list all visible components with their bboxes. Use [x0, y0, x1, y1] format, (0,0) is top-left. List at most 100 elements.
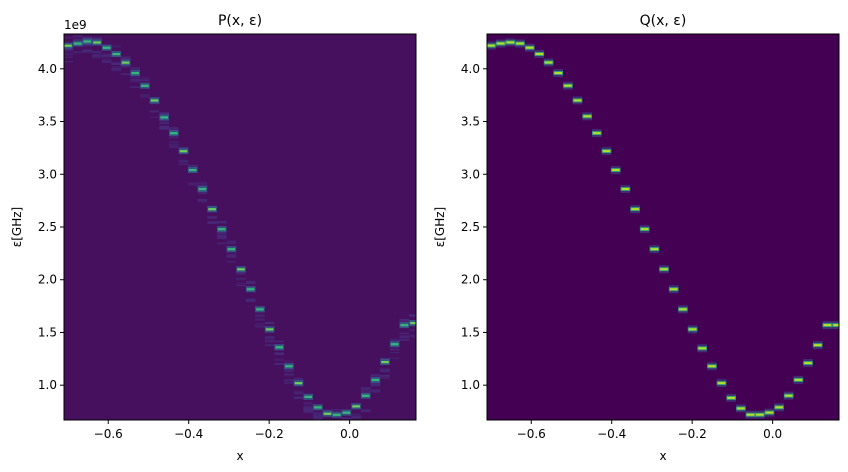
p-x-ticks: −0.6 −0.4 −0.2 0.0 [94, 420, 359, 441]
p-peak-cell [160, 116, 168, 119]
p-noise-cell [351, 415, 361, 419]
p-peak-cell [227, 248, 236, 251]
p-noise-cell [169, 143, 179, 147]
q-y-tick-label: 2.5 [461, 220, 480, 234]
p-noise-cell [82, 49, 93, 52]
p-noise-cell [399, 339, 410, 341]
q-peak-cell [833, 324, 839, 327]
p-noise-cell [111, 66, 122, 69]
p-noise-cell [274, 358, 284, 362]
p-noise-cell [72, 38, 83, 40]
p-noise-cell [159, 112, 169, 115]
p-noise-cell [323, 430, 333, 432]
p-noise-cell [399, 335, 410, 339]
p-noise-cell [178, 146, 189, 149]
p-noise-cell [140, 79, 150, 82]
p-noise-cell [140, 96, 150, 98]
p-peak-cell [323, 412, 332, 415]
q-x-tick-label: 0.0 [763, 427, 782, 441]
p-y-tick-label: 1.0 [38, 378, 57, 392]
p-noise-cell [207, 216, 217, 219]
q-peak-cell [746, 413, 755, 416]
panel-q: −0.6 −0.4 −0.2 0.0 1.0 1.5 2.0 2.5 3.0 3.5 4.0 Q(… [433, 13, 840, 463]
p-x-tick-label: −0.2 [255, 427, 284, 441]
p-noise-cell [409, 329, 416, 331]
p-noise-cell [140, 94, 150, 97]
p-noise-cell [255, 318, 265, 321]
p-noise-cell [293, 385, 304, 387]
p-noise-cell [130, 75, 140, 79]
q-peak-cell [669, 288, 678, 291]
p-noise-cell [187, 184, 198, 186]
p-noise-cell [236, 284, 246, 286]
p-noise-cell [313, 413, 323, 415]
p-noise-cell [169, 146, 179, 148]
p-noise-cell [284, 379, 294, 382]
p-noise-cell [140, 77, 150, 79]
p-noise-cell [187, 164, 198, 167]
p-peak-cell [333, 413, 341, 416]
q-peak-cell [823, 324, 832, 327]
q-peak-cell [611, 169, 620, 171]
p-noise-cell [130, 86, 140, 88]
p-noise-cell [370, 374, 381, 377]
p-noise-cell [72, 35, 83, 38]
p-noise-cell [92, 38, 102, 40]
p-peak-cell [73, 42, 82, 45]
p-heatmap-marks [64, 35, 416, 432]
p-peak-cell [217, 228, 226, 231]
p-noise-cell [197, 199, 208, 203]
q-y-tick-label: 3.5 [461, 115, 480, 129]
p-noise-cell [64, 52, 73, 56]
p-noise-cell [323, 421, 333, 423]
p-y-tick-label: 2.0 [38, 273, 57, 287]
p-noise-cell [120, 56, 131, 59]
p-y-tick-label: 2.5 [38, 220, 57, 234]
p-x-tick-label: −0.6 [94, 427, 123, 441]
p-peak-cell [275, 346, 283, 349]
p-noise-cell [293, 378, 304, 381]
q-y-tick-label: 1.5 [461, 325, 480, 339]
p-noise-cell [197, 181, 208, 185]
p-noise-cell [293, 396, 304, 399]
p-noise-cell [101, 61, 112, 63]
p-noise-cell [226, 261, 237, 263]
p-noise-cell [264, 339, 275, 343]
p-noise-cell [303, 402, 313, 405]
p-noise-cell [360, 387, 371, 390]
p-noise-cell [284, 360, 294, 363]
p-noise-cell [82, 44, 93, 47]
p-noise-cell [169, 128, 179, 131]
p-peak-cell [400, 324, 409, 327]
q-peak-cell [564, 84, 572, 87]
p-noise-cell [380, 368, 390, 371]
p-noise-cell [323, 429, 333, 432]
p-peak-cell [83, 40, 92, 43]
q-peak-cell [660, 268, 668, 271]
p-peak-cell [390, 343, 399, 346]
p-noise-cell [82, 50, 93, 53]
p-noise-cell [178, 160, 189, 162]
p-x-axis-label: x [236, 449, 243, 463]
p-noise-cell [149, 111, 160, 113]
p-noise-cell [274, 363, 284, 365]
p-noise-cell [111, 62, 122, 65]
p-noise-cell [293, 390, 304, 394]
p-noise-cell [101, 58, 112, 62]
p-noise-cell [389, 339, 400, 342]
p-peak-cell [141, 84, 149, 87]
p-peak-cell [381, 361, 389, 364]
p-noise-cell [284, 375, 294, 377]
p-noise-cell [274, 340, 284, 343]
q-peak-cell [775, 406, 783, 409]
p-y-offset-label: 1e9 [64, 18, 87, 32]
q-peak-cell [727, 396, 735, 399]
q-y-tick-label: 4.0 [461, 62, 480, 76]
p-peak-cell [256, 308, 264, 311]
p-noise-cell [236, 271, 246, 275]
q-peak-cell [554, 72, 562, 74]
q-peak-cell [496, 42, 505, 45]
q-peak-cell [650, 248, 659, 251]
p-noise-cell [216, 231, 227, 235]
p-noise-cell [130, 80, 140, 83]
